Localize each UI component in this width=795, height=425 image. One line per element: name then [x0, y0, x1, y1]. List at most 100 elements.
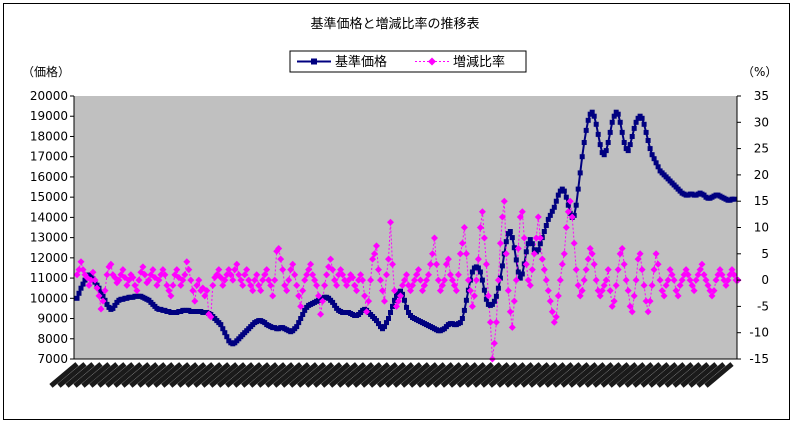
legend: 基準価格 増減比率: [289, 50, 527, 73]
ratio-point: [149, 266, 157, 274]
price-point: [643, 129, 649, 135]
price-point: [463, 297, 469, 303]
left-axis-tick-label: 15000: [30, 190, 68, 204]
price-point: [549, 208, 555, 214]
price-point: [523, 249, 529, 255]
ratio-point: [399, 281, 406, 289]
price-point: [525, 241, 531, 247]
ratio-point: [684, 271, 692, 279]
ratio-point: [436, 287, 444, 295]
price-point: [296, 320, 302, 326]
ratio-point: [466, 287, 474, 295]
right-axis-tick-label: 30: [754, 115, 769, 129]
price-point: [605, 140, 611, 145]
ratio-point: [618, 245, 626, 252]
x-axis-tick-label: [97, 362, 127, 388]
ratio-point: [452, 287, 460, 295]
x-axis-tick-label: [360, 362, 391, 388]
ratio-point: [612, 281, 620, 289]
ratio-point: [604, 266, 612, 274]
x-axis-tick-label: [233, 362, 263, 388]
ratio-point: [548, 308, 556, 316]
ratio-point: [303, 271, 311, 279]
ratio-point: [379, 287, 386, 295]
ratio-point: [133, 287, 141, 295]
ratio-point: [672, 287, 680, 295]
ratio-point: [598, 287, 606, 295]
ratio-point: [357, 271, 365, 279]
x-axis-tick-label: [472, 362, 503, 388]
right-axis-tick-label: 10: [754, 221, 769, 235]
right-axis-tick-label: 15: [754, 194, 769, 208]
ratio-point: [233, 260, 241, 268]
x-axis-tick-label: [89, 362, 119, 388]
ratio-point: [502, 250, 510, 258]
ratio-point: [397, 292, 404, 300]
x-axis-tick-label: [312, 362, 343, 388]
ratio-point: [319, 297, 327, 305]
price-point: [392, 297, 397, 303]
price-point: [400, 291, 405, 297]
x-axis-tick-label: [464, 362, 495, 388]
ratio-point: [540, 266, 548, 274]
ratio-point: [728, 266, 736, 274]
ratio-point: [670, 276, 678, 284]
ratio-point: [77, 258, 85, 266]
right-axis-tick-label: 35: [754, 89, 769, 103]
price-point: [110, 305, 116, 311]
price-point: [300, 312, 306, 317]
x-axis-tick-label: [296, 362, 327, 388]
ratio-point: [315, 292, 323, 300]
ratio-point: [283, 287, 291, 295]
ratio-point: [714, 271, 722, 279]
ratio-point: [704, 281, 712, 289]
left-axis-tick-label: 11000: [30, 271, 68, 285]
price-point: [601, 152, 607, 158]
price-point: [647, 146, 653, 152]
x-axis-tick-label: [576, 362, 606, 388]
ratio-point: [343, 281, 351, 289]
ratio-point: [442, 260, 450, 268]
x-axis-tick-label: [241, 362, 271, 388]
ratio-point: [580, 276, 588, 284]
ratio-point: [123, 281, 131, 289]
ratio-point: [564, 208, 572, 216]
x-axis-tick-label: [113, 362, 143, 388]
ratio-point: [706, 287, 714, 295]
ratio-point: [500, 197, 508, 205]
x-axis-tick-label: [368, 362, 399, 388]
ratio-point: [75, 266, 83, 274]
ratio-point: [722, 281, 730, 289]
ratio-point: [299, 287, 307, 295]
x-axis-tick-label: [376, 362, 407, 388]
price-point: [641, 121, 647, 127]
x-axis-tick-label: [161, 362, 191, 388]
ratio-point: [460, 224, 468, 231]
price-point: [555, 192, 561, 198]
ratio-point: [335, 271, 343, 279]
ratio-point: [616, 250, 624, 258]
x-axis-tick-label: [217, 362, 247, 388]
ratio-point: [181, 271, 189, 279]
price-point: [406, 310, 411, 315]
ratio-point: [558, 260, 566, 268]
price-point: [499, 263, 505, 269]
ratio-point: [409, 281, 416, 289]
ratio-point: [724, 276, 732, 284]
ratio-point: [668, 271, 676, 279]
ratio-point: [327, 255, 335, 263]
ratio-point: [544, 287, 552, 295]
ratio-point: [97, 305, 105, 313]
price-point: [459, 316, 465, 321]
ratio-point: [363, 308, 371, 316]
ratio-point: [195, 276, 203, 284]
price-point: [547, 212, 553, 218]
x-axis-tick-label: [153, 362, 183, 388]
ratio-point: [229, 276, 237, 284]
price-point: [330, 299, 336, 305]
price-point: [519, 271, 525, 277]
x-axis-tick-label: [536, 362, 566, 388]
price-point: [529, 241, 535, 247]
price-point: [597, 142, 603, 148]
ratio-point: [337, 266, 345, 274]
